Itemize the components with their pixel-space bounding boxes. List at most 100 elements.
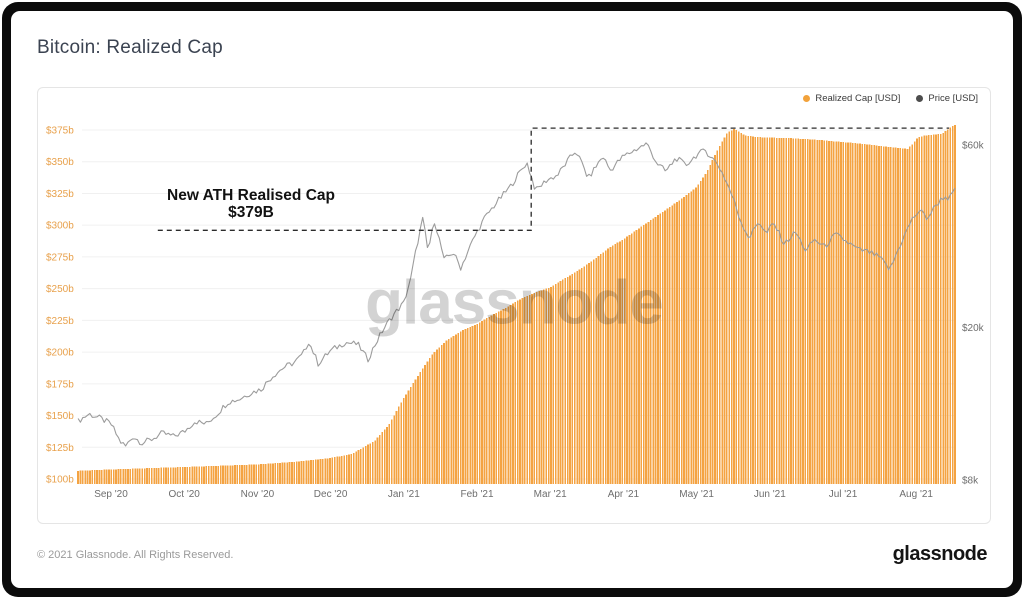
realized-cap-bar (783, 138, 785, 484)
realized-cap-bar (321, 458, 324, 484)
realized-cap-bar (545, 288, 548, 484)
x-axis-tick-label: Apr '21 (608, 489, 640, 500)
realized-cap-bar (792, 138, 795, 484)
realized-cap-bar (747, 135, 750, 484)
realized-cap-bar (509, 305, 512, 484)
realized-cap-bar (459, 331, 462, 484)
realized-cap-bar (222, 465, 224, 484)
realized-cap-bar (638, 228, 640, 484)
realized-cap-bar (108, 469, 110, 484)
realized-cap-bar (490, 315, 493, 484)
realized-cap-bar (818, 140, 821, 484)
realized-cap-bar (336, 456, 338, 484)
realized-cap-bar (478, 322, 481, 484)
realized-cap-bar (139, 468, 141, 484)
realized-cap-bar (504, 307, 507, 484)
realized-cap-bar (535, 292, 538, 484)
realized-cap-bar (89, 470, 91, 484)
realized-cap-bar (569, 275, 571, 484)
realized-cap-bar (409, 386, 412, 484)
realized-cap-bar (129, 468, 132, 484)
legend-item-realized-cap-usd[interactable]: Realized Cap [USD] (803, 93, 900, 104)
realized-cap-bar (671, 205, 674, 485)
realized-cap-bar (519, 299, 521, 484)
realized-cap-bar (172, 467, 174, 484)
realized-cap-bar (188, 466, 191, 484)
realized-cap-bar (476, 323, 479, 484)
right-axis-tick-label: $8k (962, 476, 979, 487)
realized-cap-bar (181, 467, 184, 484)
realized-cap-bar (250, 464, 253, 484)
realized-cap-bar (352, 452, 355, 484)
realized-cap-bar (474, 325, 476, 484)
realized-cap-bar (899, 148, 902, 484)
realized-cap-bar (711, 160, 714, 484)
realized-cap-bar (424, 365, 426, 484)
legend-item-price-usd[interactable]: Price [USD] (916, 93, 978, 104)
realized-cap-bar (345, 454, 348, 484)
realized-cap-bar (343, 455, 346, 484)
realized-cap-bar (538, 291, 540, 484)
realized-cap-bar (495, 312, 498, 484)
realized-cap-bar (245, 464, 248, 484)
realized-cap-bar (571, 273, 574, 484)
realized-cap-bar (307, 460, 310, 484)
realized-cap-bar (105, 469, 108, 484)
realized-cap-bar (583, 266, 586, 484)
realized-cap-bar (317, 459, 319, 484)
realized-cap-bar (191, 466, 193, 484)
realized-cap-bar (393, 415, 395, 484)
realized-cap-bar (226, 465, 229, 484)
realized-cap-bar (493, 314, 495, 484)
realized-cap-bar (550, 286, 552, 484)
realized-cap-bar (405, 394, 407, 484)
realized-cap-bar (443, 342, 445, 484)
realized-cap-bar (901, 148, 904, 484)
realized-cap-bar (283, 462, 286, 484)
realized-cap-bar (383, 429, 386, 484)
right-axis-labels: $60k $20k $8k (962, 140, 985, 486)
realized-cap-bar (866, 144, 868, 484)
realized-cap-bar (742, 134, 745, 485)
realized-cap-bar (904, 148, 906, 484)
realized-cap-bar (847, 142, 849, 485)
realized-cap-bar (207, 466, 210, 484)
realized-cap-bar (780, 137, 783, 484)
realized-cap-bar (186, 466, 189, 484)
realized-cap-bar (319, 459, 322, 484)
realized-cap-bar (897, 147, 899, 484)
left-axis-tick-label: $250b (46, 284, 74, 295)
realized-cap-bar (745, 135, 747, 484)
realized-cap-bar (640, 226, 643, 485)
realized-cap-bar (445, 340, 448, 484)
realized-cap-bar (241, 464, 243, 484)
realized-cap-bar (169, 467, 172, 484)
realized-cap-bar (165, 467, 167, 484)
realized-cap-bar (103, 469, 106, 484)
realized-cap-bar (633, 231, 636, 484)
realized-cap-bar (813, 139, 816, 485)
realized-cap-bar (357, 450, 360, 484)
left-axis-tick-label: $125b (46, 443, 74, 454)
x-axis-tick-label: Sep '20 (94, 489, 128, 500)
realized-cap-bar (790, 138, 792, 485)
realized-cap-bar (276, 463, 279, 484)
realized-cap-bar (333, 457, 336, 484)
realized-cap-bar (825, 140, 828, 484)
realized-cap-bar (203, 466, 205, 484)
x-axis-tick-label: Jun '21 (754, 489, 786, 500)
realized-cap-bar (238, 465, 241, 484)
realized-cap-bar (452, 335, 455, 484)
ath-annotation-line2: $379B (228, 204, 274, 221)
realized-cap-bar (611, 245, 614, 484)
realized-cap-bar (153, 467, 155, 484)
realized-cap-bar (148, 468, 151, 484)
realized-cap-bar (331, 457, 334, 484)
realized-cap-bar (381, 432, 384, 484)
realized-cap-bar (533, 292, 536, 484)
realized-cap-bar (756, 137, 759, 484)
realized-cap-bar (630, 233, 633, 484)
realized-cap-bar (882, 146, 885, 484)
chart-canvas[interactable]: $375b $350b $325b $300b $275b $250b $225b $200b… (38, 88, 990, 523)
